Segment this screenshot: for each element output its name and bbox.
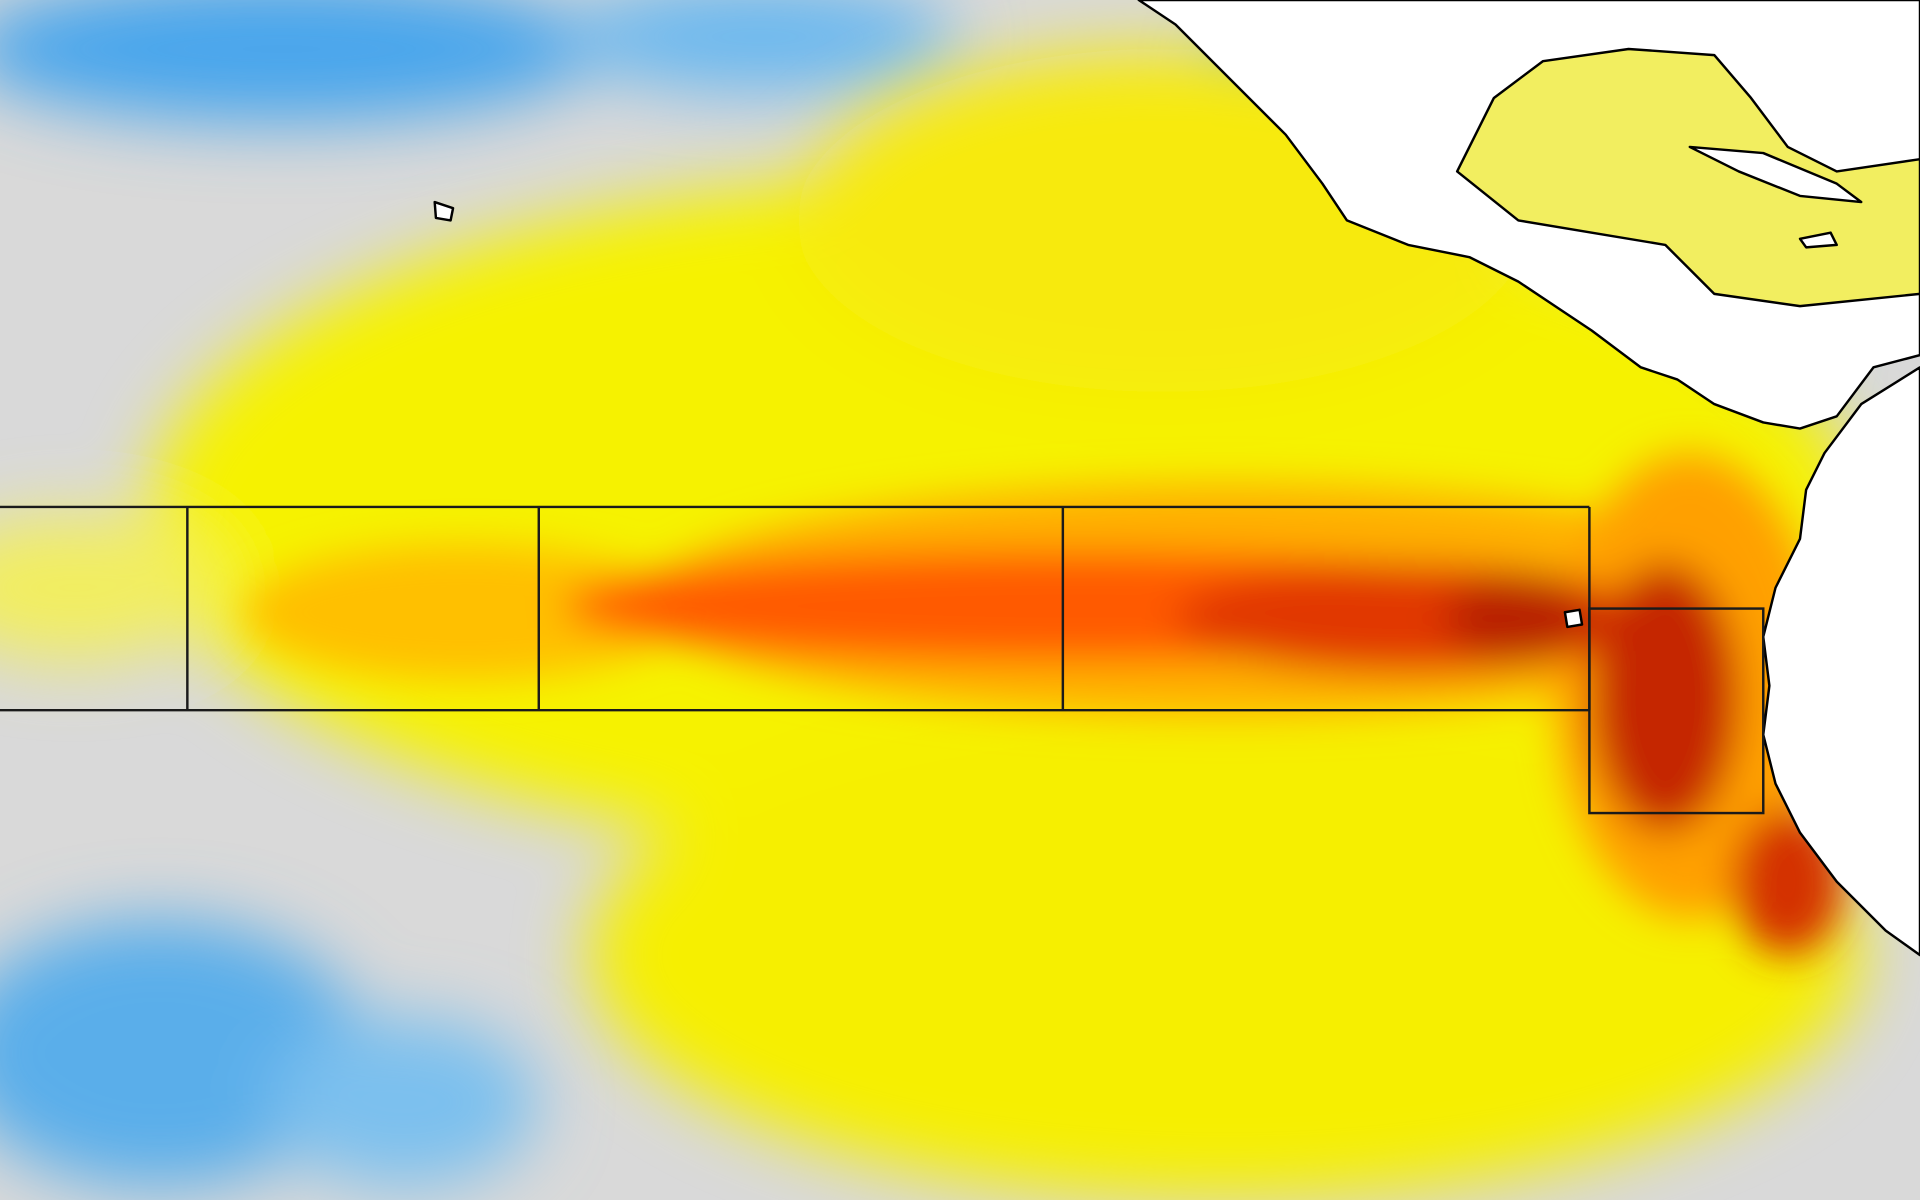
region-border (1588, 607, 1765, 815)
dark-red-band (1444, 575, 1592, 662)
cool-patch (269, 1016, 539, 1188)
orange-band (244, 544, 686, 680)
warm-patch (587, 710, 1862, 1200)
galapagos (1563, 608, 1584, 629)
cool-patch (563, 0, 956, 92)
strong-warm-anomalies (244, 453, 1843, 956)
cool-patch (0, 0, 600, 123)
land (433, 0, 1920, 957)
island (1798, 231, 1838, 249)
dark-red-band (1591, 563, 1739, 833)
cuba (1688, 145, 1863, 204)
south-america (1762, 366, 1920, 957)
nino-region-boxes (0, 505, 1765, 815)
hawaii (433, 200, 455, 222)
warm-patch (0, 514, 221, 662)
